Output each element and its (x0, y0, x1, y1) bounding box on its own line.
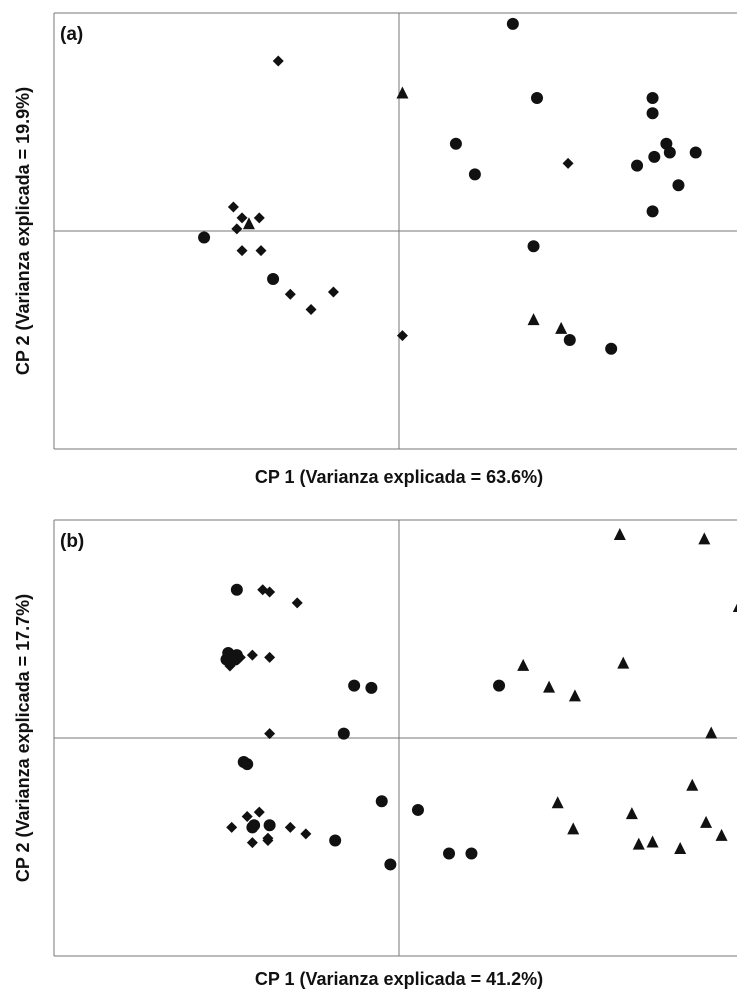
diamond-point (241, 810, 253, 822)
triangle-point (686, 778, 699, 791)
triangle-point (568, 689, 581, 702)
circle-point (411, 803, 424, 816)
circle-point (267, 272, 280, 285)
triangle-point (617, 656, 630, 669)
triangle-point (242, 217, 255, 230)
circle-point (531, 92, 543, 105)
diamond-point (264, 651, 276, 663)
circle-point (672, 179, 685, 192)
diamond-point (327, 286, 339, 298)
circle-point (198, 231, 211, 244)
circle-point (468, 168, 481, 181)
circle-point (248, 819, 261, 832)
diamond-point (226, 821, 238, 833)
circle-point (631, 159, 644, 172)
circle-point (506, 17, 519, 30)
y-axis-title: CP 2 (Varianza explicada = 17.7%) (13, 594, 33, 882)
panel-label: (a) (60, 24, 83, 45)
diamond-point (227, 201, 239, 213)
circle-point (230, 649, 243, 662)
markers (220, 528, 737, 871)
diamond-point (264, 728, 276, 740)
circle-point (646, 107, 659, 120)
diamond-point (255, 245, 267, 257)
triangle-point (517, 658, 530, 671)
circle-point (365, 681, 378, 694)
circle-point (220, 653, 233, 666)
diamond-point (262, 832, 274, 844)
triangle-point (732, 603, 737, 612)
circle-point (563, 334, 576, 346)
diamond-point (284, 821, 296, 833)
circle-point (241, 758, 254, 771)
diamond-point (291, 597, 303, 609)
circle-point (375, 795, 388, 808)
triangle-point (555, 321, 568, 334)
panel-label: (b) (60, 531, 84, 552)
triangle-point (698, 532, 711, 545)
triangle-point (715, 828, 728, 841)
triangle-point (543, 680, 556, 693)
circle-point (230, 583, 243, 596)
x-axis-title: CP 1 (Varianza explicada = 63.6%) (255, 467, 543, 487)
diamond-point (246, 837, 258, 849)
triangle-point (613, 528, 626, 541)
diamond-point (236, 212, 248, 224)
triangle-point (674, 841, 687, 854)
markers (198, 17, 702, 355)
diamond-point (253, 212, 265, 224)
diamond-point (246, 649, 258, 661)
circle-point (449, 137, 462, 150)
diamond-point (231, 223, 243, 235)
circle-point (663, 146, 676, 159)
circle-point (263, 819, 276, 832)
circle-point (329, 834, 342, 847)
panel-b: (b) CP 1 (Varianza explicada = 41.2%) CP 2… (13, 519, 737, 989)
triangle-point (632, 837, 645, 850)
diamond-point (253, 806, 265, 818)
circle-point (646, 205, 659, 218)
diamond-point (284, 288, 296, 300)
triangle-point (396, 86, 409, 99)
triangle-point (646, 835, 659, 848)
triangle-point (705, 726, 718, 739)
circle-point (493, 679, 506, 692)
x-axis-title: CP 1 (Varianza explicada = 41.2%) (255, 969, 543, 989)
circle-point (605, 342, 618, 355)
triangle-point (625, 807, 638, 820)
circle-point (337, 727, 350, 740)
circle-point (348, 679, 361, 692)
circle-point (646, 92, 659, 105)
diamond-point (272, 55, 284, 67)
triangle-point (700, 815, 713, 828)
y-axis-title: CP 2 (Varianza explicada = 19.9%) (13, 87, 33, 375)
triangle-point (527, 313, 540, 326)
diamond-point (264, 586, 276, 598)
circle-point (527, 240, 540, 253)
circle-point (443, 847, 456, 860)
triangle-point (551, 796, 564, 809)
diamond-point (300, 828, 312, 840)
diamond-point (562, 157, 574, 169)
circle-point (689, 146, 702, 159)
circle-point (384, 858, 397, 871)
panel-a: (a) CP 1 (Varianza explicada = 63.6%) CP 2… (13, 12, 737, 487)
diamond-point (396, 330, 408, 342)
diamond-point (305, 303, 317, 315)
triangle-point (567, 822, 580, 835)
diamond-point (236, 245, 248, 257)
circle-point (648, 150, 661, 163)
circle-point (465, 847, 478, 860)
